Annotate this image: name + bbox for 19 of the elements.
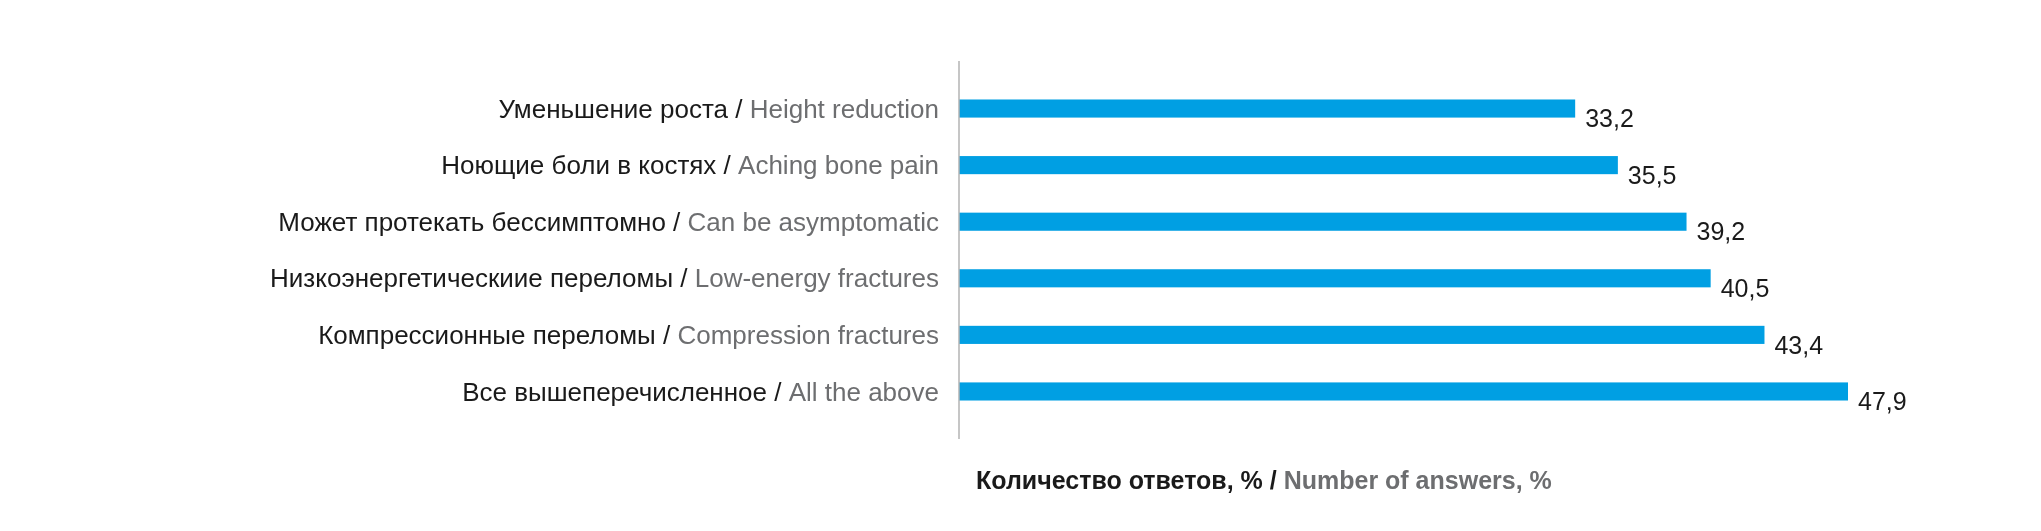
data-label: 47,9	[1858, 387, 1907, 416]
bar	[959, 99, 1576, 118]
data-label: 43,4	[1774, 330, 1824, 359]
bar	[959, 269, 1711, 288]
y-tick-label: Все вышеперечисленное / All the above	[462, 376, 939, 407]
y-tick-label: Уменьшение роста / Height reduction	[498, 93, 939, 124]
y-tick-label: Ноющие боли в костях / Aching bone pain	[441, 150, 939, 181]
bar	[959, 156, 1618, 175]
bar	[959, 212, 1687, 231]
y-tick-label: Компрессионные переломы / Compression fractures	[318, 319, 939, 350]
y-tick-label: Низкоэнергетическиие переломы / Low-energy fractures	[270, 263, 939, 294]
x-axis-title: Количество ответов, % / Number of answers, %	[976, 465, 1552, 494]
data-label: 33,2	[1585, 104, 1634, 133]
data-label: 40,5	[1720, 274, 1770, 303]
bar	[959, 382, 1848, 401]
data-label: 35,5	[1627, 160, 1677, 189]
y-tick-label: Может протекать бессимптомно / Can be asymptomatic	[278, 206, 939, 237]
bar	[959, 325, 1765, 344]
data-label: 39,2	[1696, 217, 1746, 246]
